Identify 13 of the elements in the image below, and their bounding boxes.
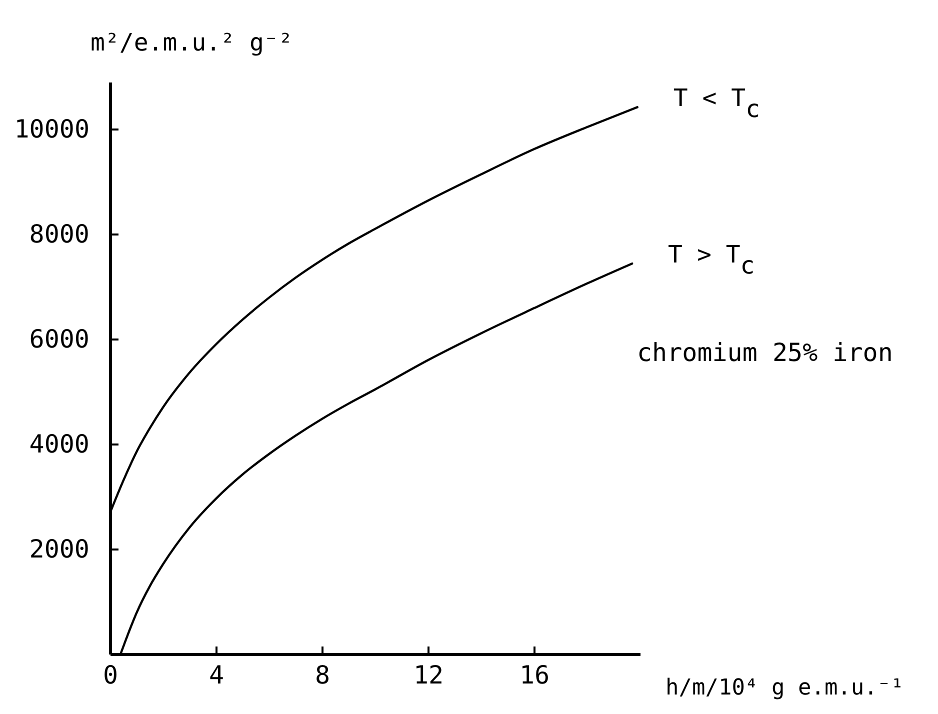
y-axis-title: m²/e.m.u.² g⁻²: [90, 28, 293, 56]
y-tick-label: 10000: [14, 114, 90, 144]
y-tick-label: 4000: [29, 430, 90, 459]
y-tick-label: 6000: [29, 324, 90, 354]
y-tick-label: 8000: [29, 220, 90, 249]
x-tick-label: 4: [208, 660, 224, 690]
x-tick-label: 12: [413, 660, 444, 690]
x-tick-label: 8: [314, 660, 330, 690]
x-axis-title: h/m/10⁴ g e.m.u.⁻¹: [666, 676, 904, 700]
annotation: chromium 25% iron: [637, 338, 893, 367]
x-tick-label: 16: [519, 660, 550, 690]
y-tick-label: 2000: [29, 534, 90, 564]
x-tick-label: 0: [102, 660, 118, 690]
